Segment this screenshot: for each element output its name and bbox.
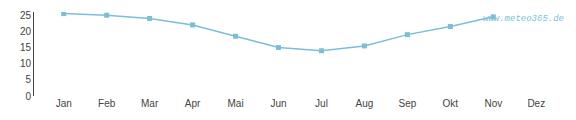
svg-text:Dez: Dez xyxy=(527,98,545,109)
svg-text:Apr: Apr xyxy=(185,98,201,109)
svg-text:Jul: Jul xyxy=(315,98,328,109)
svg-text:20: 20 xyxy=(20,26,32,37)
svg-text:www.meteo365.de: www.meteo365.de xyxy=(483,14,564,24)
svg-text:Sep: Sep xyxy=(399,98,417,109)
svg-text:Mar: Mar xyxy=(141,98,159,109)
svg-text:Aug: Aug xyxy=(356,98,374,109)
svg-text:Jun: Jun xyxy=(270,98,286,109)
svg-text:0: 0 xyxy=(25,91,31,102)
svg-text:Okt: Okt xyxy=(443,98,459,109)
svg-text:Feb: Feb xyxy=(98,98,116,109)
svg-text:5: 5 xyxy=(25,74,31,85)
svg-text:Jan: Jan xyxy=(56,98,72,109)
svg-text:Mai: Mai xyxy=(227,98,243,109)
svg-text:10: 10 xyxy=(20,58,32,69)
svg-text:25: 25 xyxy=(20,10,32,21)
svg-text:Nov: Nov xyxy=(484,98,502,109)
svg-text:15: 15 xyxy=(20,42,32,53)
